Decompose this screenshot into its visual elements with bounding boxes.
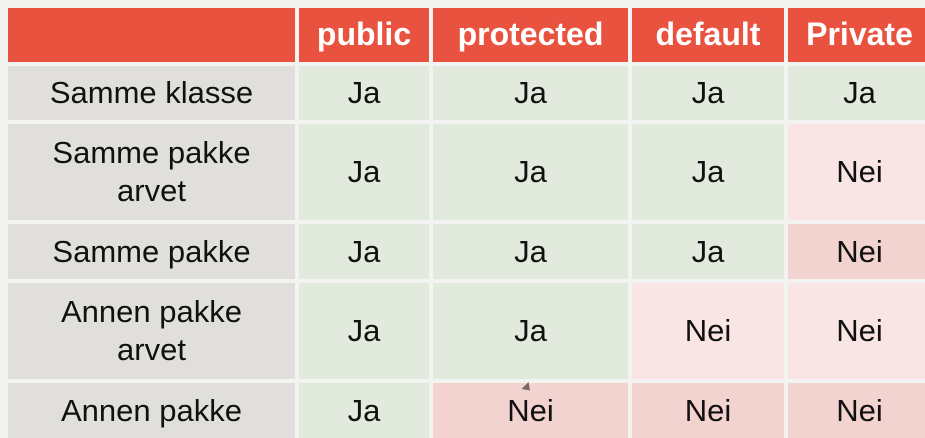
- table-cell: Ja: [433, 283, 628, 379]
- table-cell: Ja: [299, 383, 429, 438]
- header-private: Private: [788, 8, 925, 62]
- table-cell: Nei: [632, 283, 784, 379]
- table-cell: Ja: [788, 66, 925, 120]
- row-label-samme-pakke: Samme pakke: [8, 224, 295, 279]
- table-cell: Nei: [788, 224, 925, 279]
- access-modifier-table: public protected default Private Samme k…: [8, 8, 925, 438]
- table-cell: Ja: [299, 224, 429, 279]
- table-cell: Ja: [433, 224, 628, 279]
- table-cell: Ja: [632, 66, 784, 120]
- header-protected: protected: [433, 8, 628, 62]
- header-default: default: [632, 8, 784, 62]
- table-cell: Nei: [788, 124, 925, 220]
- table-cell: Ja: [299, 283, 429, 379]
- table-cell: Ja: [299, 124, 429, 220]
- table-cell: Nei: [788, 383, 925, 438]
- row-label-samme-pakke-arvet: Samme pakke arvet: [8, 124, 295, 220]
- table-cell: Ja: [632, 124, 784, 220]
- table-cell: Ja: [433, 124, 628, 220]
- header-public: public: [299, 8, 429, 62]
- table-cell: Nei: [433, 383, 628, 438]
- header-corner-cell: [8, 8, 295, 62]
- table-cell: Nei: [788, 283, 925, 379]
- row-label-samme-klasse: Samme klasse: [8, 66, 295, 120]
- table-cell: Ja: [433, 66, 628, 120]
- row-label-annen-pakke-arvet: Annen pakke arvet: [8, 283, 295, 379]
- table-cell: Ja: [299, 66, 429, 120]
- table-cell: Ja: [632, 224, 784, 279]
- table-cell: Nei: [632, 383, 784, 438]
- row-label-annen-pakke: Annen pakke: [8, 383, 295, 438]
